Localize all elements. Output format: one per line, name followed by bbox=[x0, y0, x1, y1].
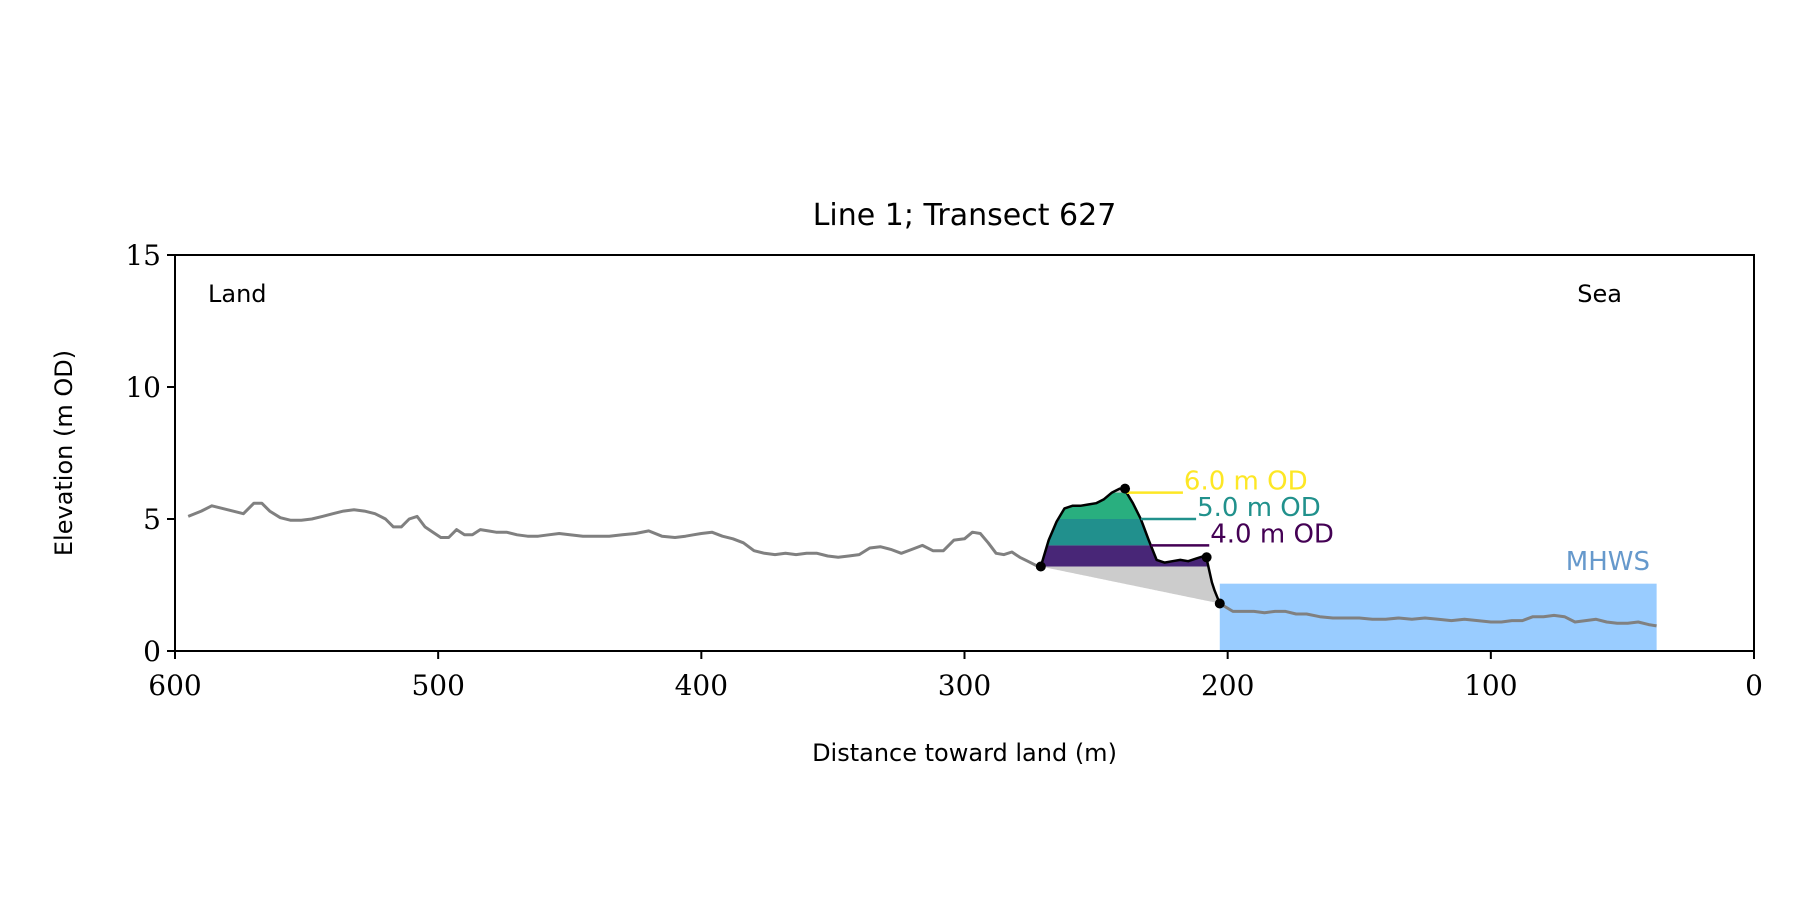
y-axis-label: Elevation (m OD) bbox=[50, 350, 78, 556]
mhws-label: MHWS bbox=[1566, 547, 1650, 577]
x-tick-label-4: 200 bbox=[1201, 669, 1254, 702]
mhws-water-area bbox=[1219, 583, 1657, 651]
fills-layer bbox=[1040, 488, 1657, 651]
x-tick-label-0: 600 bbox=[148, 669, 201, 702]
y-tick-label-1: 5 bbox=[143, 503, 161, 536]
x-tick-label-5: 100 bbox=[1464, 669, 1517, 702]
beach-profile-line bbox=[1219, 602, 1657, 628]
y-tick-label-0: 0 bbox=[143, 635, 161, 668]
y-tick-label-3: 15 bbox=[125, 239, 161, 272]
chart-title: Line 1; Transect 627 bbox=[813, 198, 1117, 233]
sea-annotation: Sea bbox=[1577, 280, 1622, 308]
level-label-1: 5.0 m OD bbox=[1197, 493, 1321, 523]
ticks-layer: 600 500 400 300 200 100 0 0 5 10 15 bbox=[125, 239, 1763, 702]
level-label-2: 6.0 m OD bbox=[1184, 467, 1308, 497]
level-label-0: 4.0 m OD bbox=[1210, 519, 1334, 549]
dune-point-1 bbox=[1120, 483, 1131, 494]
dune-point-3 bbox=[1214, 598, 1225, 609]
x-tick-label-1: 500 bbox=[411, 669, 464, 702]
land-profile-line bbox=[187, 501, 1042, 568]
band-fill-1 bbox=[1047, 519, 1150, 546]
land-annotation: Land bbox=[208, 280, 267, 308]
dune-point-2 bbox=[1201, 552, 1212, 563]
x-tick-label-3: 300 bbox=[938, 669, 991, 702]
x-tick-label-6: 0 bbox=[1745, 669, 1763, 702]
x-tick-label-2: 400 bbox=[675, 669, 728, 702]
y-tick-label-2: 10 bbox=[125, 371, 161, 404]
x-axis-label: Distance toward land (m) bbox=[812, 739, 1117, 767]
dune-point-0 bbox=[1035, 561, 1046, 572]
band-fill-2 bbox=[1059, 492, 1140, 519]
band-fill-0 bbox=[1042, 545, 1208, 567]
marks-layer: 4.0 m OD5.0 m OD6.0 m OD bbox=[1035, 467, 1334, 609]
